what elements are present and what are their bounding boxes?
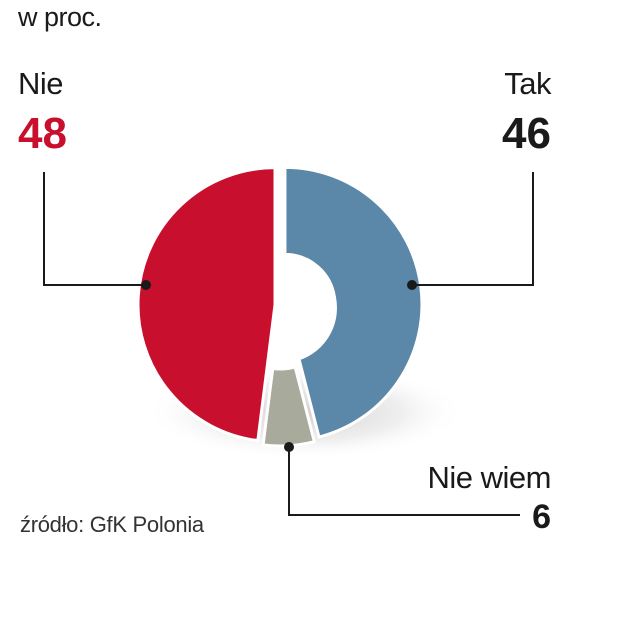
label-nie-wiem: Nie wiem [427, 460, 552, 495]
source-note: źródło: GfK Polonia [20, 512, 204, 537]
leader-line-nie-wiem [288, 447, 520, 516]
leader-line-tak [412, 172, 534, 286]
label-nie: Nie [18, 66, 64, 101]
value-nie-wiem: 6 [532, 498, 551, 536]
value-nie: 48 [18, 109, 67, 158]
leader-dot-tak [407, 280, 417, 290]
slice-nie [136, 166, 277, 443]
label-tak: Tak [504, 66, 551, 101]
slice-nie-wiem [261, 365, 317, 448]
leader-dot-nie [141, 280, 151, 290]
leader-dot-nie-wiem [284, 442, 294, 452]
unit-note: w proc. [18, 2, 102, 32]
leader-line-nie [43, 172, 146, 286]
value-tak: 46 [502, 109, 551, 158]
donut-hole [282, 253, 337, 363]
